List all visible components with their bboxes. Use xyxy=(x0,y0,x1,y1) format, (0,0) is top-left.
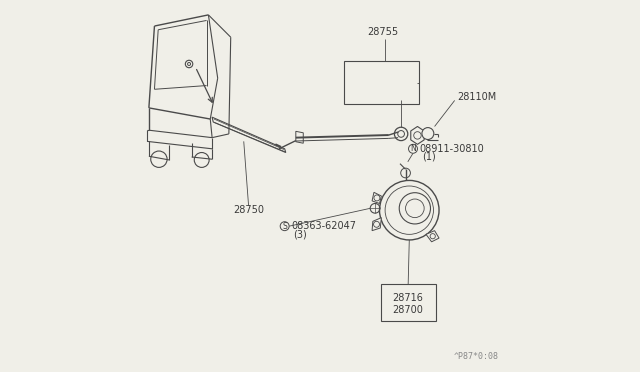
Text: (1): (1) xyxy=(422,152,436,162)
Circle shape xyxy=(408,144,417,153)
Text: (3): (3) xyxy=(293,230,307,239)
Text: 08363-62047: 08363-62047 xyxy=(291,221,356,231)
Text: 08911-30810: 08911-30810 xyxy=(420,144,484,154)
Bar xyxy=(381,284,436,321)
Text: N: N xyxy=(410,144,416,153)
Text: 28750: 28750 xyxy=(233,205,264,215)
Text: 28700: 28700 xyxy=(393,305,424,315)
Polygon shape xyxy=(411,126,424,144)
Circle shape xyxy=(422,128,434,140)
Text: S: S xyxy=(282,222,287,231)
Polygon shape xyxy=(372,192,381,203)
Text: 28755: 28755 xyxy=(367,27,398,36)
Polygon shape xyxy=(426,231,439,242)
Circle shape xyxy=(280,222,289,231)
Text: ^P87*0:08: ^P87*0:08 xyxy=(454,352,499,361)
Text: 28110M: 28110M xyxy=(458,92,497,102)
Polygon shape xyxy=(372,218,381,231)
Text: 28716: 28716 xyxy=(393,293,424,303)
Bar xyxy=(344,61,419,104)
